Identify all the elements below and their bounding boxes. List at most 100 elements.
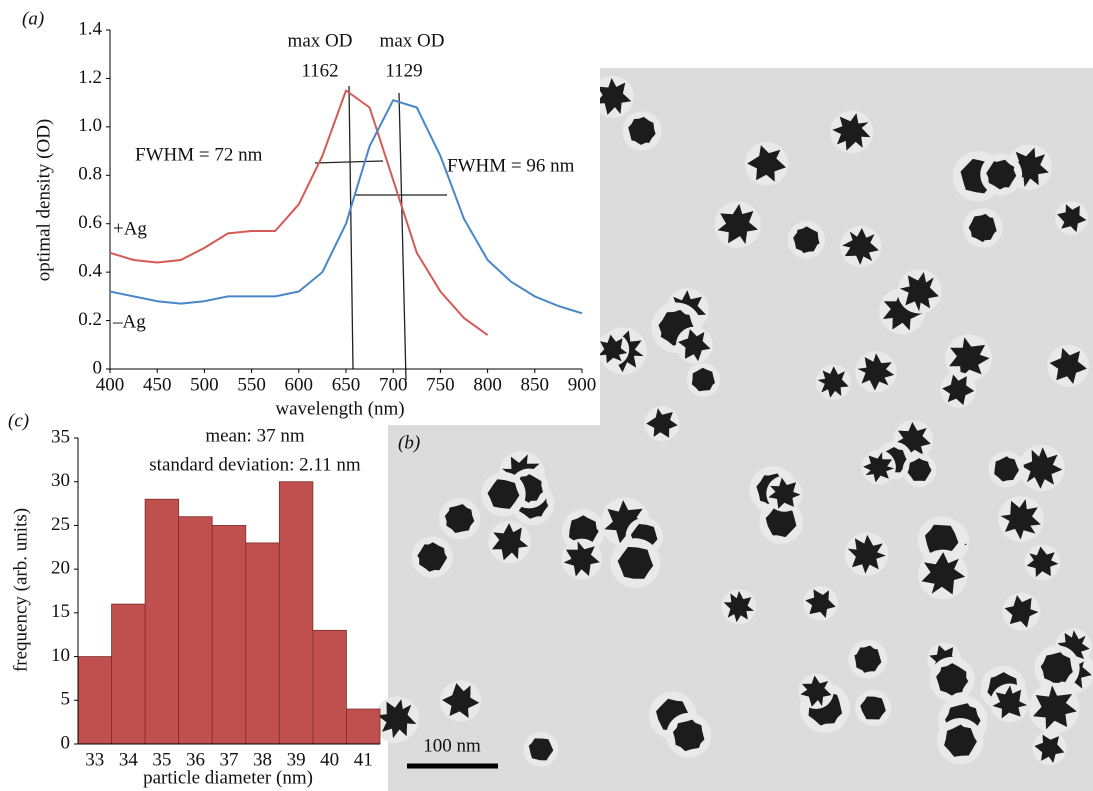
particle xyxy=(925,524,959,556)
y-tick-label: 15 xyxy=(51,601,70,622)
bar xyxy=(178,516,213,745)
x-tick-label: 36 xyxy=(186,749,205,770)
particle xyxy=(678,329,711,362)
x-tick-label: 39 xyxy=(287,749,306,770)
particle xyxy=(768,477,801,509)
particle xyxy=(936,663,969,696)
x-tick-label: 34 xyxy=(119,749,139,770)
particle xyxy=(1021,447,1063,489)
particle xyxy=(968,213,997,243)
particle xyxy=(986,159,1017,190)
x-tick-label: 500 xyxy=(190,374,219,395)
x-tick-label: 550 xyxy=(237,374,266,395)
particle xyxy=(949,337,990,378)
x-tick-label: 37 xyxy=(220,749,239,770)
particle xyxy=(994,456,1019,482)
x-tick-label: 900 xyxy=(568,374,597,395)
particle xyxy=(860,696,886,720)
x-tick-label: 450 xyxy=(143,374,172,395)
panel-a-background xyxy=(0,0,600,425)
fwhm-line xyxy=(314,160,384,164)
particle xyxy=(444,504,475,533)
peak-line xyxy=(398,92,407,381)
bar xyxy=(111,603,146,745)
x-tick-label: 35 xyxy=(152,749,171,770)
particle xyxy=(377,699,417,739)
particle xyxy=(907,458,932,481)
x-tick-label: 38 xyxy=(253,749,272,770)
bar xyxy=(211,525,247,745)
panel-label: (a) xyxy=(22,8,44,29)
annotation: max OD xyxy=(380,30,445,51)
bar xyxy=(144,498,180,745)
particle xyxy=(944,724,977,757)
particle xyxy=(847,534,886,574)
panel-label: (b) xyxy=(398,432,420,453)
x-tick-label: 600 xyxy=(285,374,314,395)
y-tick-label: 0.8 xyxy=(78,164,102,185)
y-tick-label: 0.6 xyxy=(78,212,102,233)
particle xyxy=(747,145,786,182)
particle xyxy=(442,683,480,718)
particle xyxy=(1034,734,1065,763)
annotation: FWHM = 72 nm xyxy=(135,144,263,165)
annotation: mean: 37 nm xyxy=(205,425,304,446)
particle xyxy=(617,546,654,579)
panel-a: (a) wavelength (nm) optimal density (OD)… xyxy=(22,8,596,419)
y-tick-label: 1.4 xyxy=(78,18,102,39)
x-tick-label: 650 xyxy=(332,374,361,395)
x-axis-label: wavelength (nm) xyxy=(275,398,404,419)
y-tick-label: 20 xyxy=(51,558,70,579)
particle xyxy=(563,541,600,577)
particle xyxy=(417,542,448,572)
annotation: 1129 xyxy=(385,60,422,81)
particle xyxy=(595,78,632,115)
x-tick-label: 700 xyxy=(379,374,408,395)
particle xyxy=(1033,685,1077,730)
particle xyxy=(765,507,797,538)
series-label: –Ag xyxy=(112,311,146,332)
particles xyxy=(374,75,1093,767)
particle xyxy=(1049,347,1087,384)
particle xyxy=(895,422,931,457)
panel-c: (c) particle diameter (nm) frequency (ar… xyxy=(8,410,381,788)
annotation: FWHM = 96 nm xyxy=(447,155,575,176)
x-tick-label: 800 xyxy=(473,374,502,395)
y-tick-label: 0 xyxy=(61,732,71,753)
particle xyxy=(793,226,820,254)
particle xyxy=(992,685,1028,719)
x-tick-label: 41 xyxy=(354,749,373,770)
y-tick-label: 0 xyxy=(93,357,103,378)
annotation: max OD xyxy=(288,30,353,51)
particle xyxy=(942,374,975,406)
x-tick-label: 400 xyxy=(96,374,125,395)
particle xyxy=(863,452,895,483)
particle xyxy=(598,334,628,364)
x-tick-label: 33 xyxy=(85,749,104,770)
particle xyxy=(842,228,879,265)
particle xyxy=(1040,652,1073,685)
panel-label: (c) xyxy=(8,410,29,431)
particle xyxy=(899,272,939,312)
annotation: standard deviation: 2.11 nm xyxy=(149,454,361,475)
x-tick-label: 850 xyxy=(521,374,550,395)
series-line xyxy=(109,99,583,315)
y-tick-label: 1.2 xyxy=(78,67,102,88)
y-tick-label: 5 xyxy=(61,689,71,710)
particle xyxy=(569,515,599,546)
particle xyxy=(1000,499,1041,540)
bar xyxy=(346,708,381,745)
y-tick-label: 25 xyxy=(51,514,70,535)
particle xyxy=(528,738,554,761)
x-tick-label: 750 xyxy=(426,374,455,395)
particle xyxy=(492,523,529,561)
y-axis-label: frequency (arb. units) xyxy=(10,508,31,672)
particle xyxy=(723,590,754,623)
particle xyxy=(921,552,966,595)
particle xyxy=(1004,595,1039,628)
y-tick-label: 0.2 xyxy=(78,309,102,330)
bar xyxy=(312,629,347,745)
annotation: 1162 xyxy=(301,60,338,81)
particle xyxy=(717,203,758,245)
particle xyxy=(1026,546,1059,578)
